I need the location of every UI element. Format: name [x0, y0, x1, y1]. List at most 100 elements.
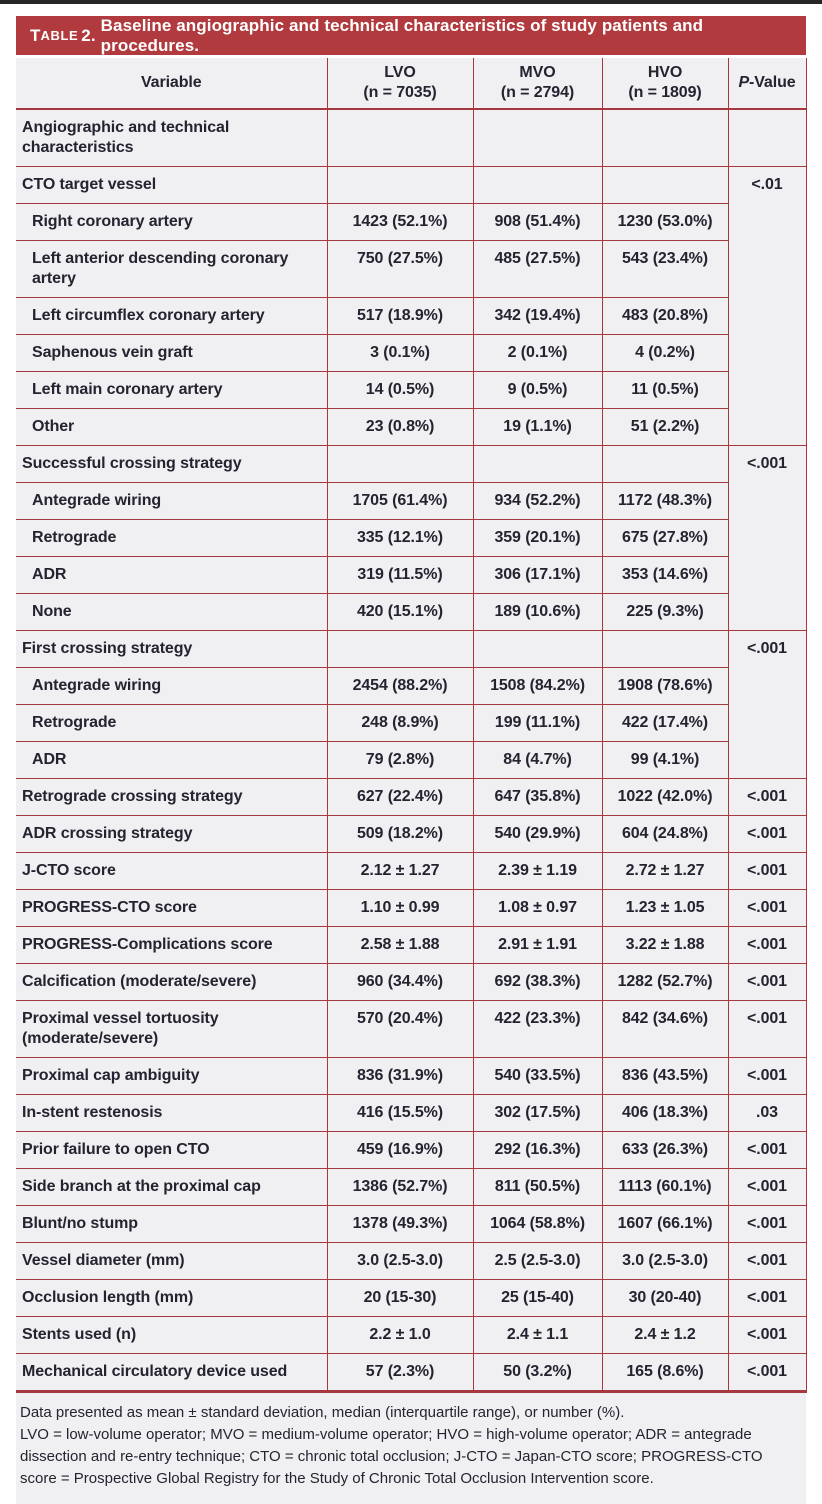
cell-p-value: <.001	[727, 852, 807, 890]
row-label: ADR	[16, 556, 328, 594]
cell-mvo	[472, 166, 603, 204]
cell-mvo: 50 (3.2%)	[472, 1353, 603, 1393]
cell-hvo: 165 (8.6%)	[601, 1353, 729, 1393]
table-row: Angiographic and technical characteristi…	[16, 108, 807, 167]
table-row: Mechanical circulatory device used 57 (2.…	[16, 1353, 807, 1393]
row-label: None	[16, 593, 328, 631]
row-label: Side branch at the proximal cap	[16, 1168, 328, 1206]
row-label: Stents used (n)	[16, 1316, 328, 1354]
cell-hvo	[601, 630, 729, 668]
row-label: Occlusion length (mm)	[16, 1279, 328, 1317]
table-row: Stents used (n) 2.2 ± 1.0 2.4 ± 1.1 2.4 ± 1…	[16, 1316, 807, 1354]
table-2-container: T ABLE 2. Baseline angiographic and technic…	[16, 16, 807, 1504]
cell-hvo: 1607 (66.1%)	[601, 1205, 729, 1243]
cell-p-value: <.001	[727, 1279, 807, 1317]
row-label: Other	[16, 408, 328, 446]
row-label: Angiographic and technical characteristi…	[16, 108, 328, 167]
cell-hvo: 406 (18.3%)	[601, 1094, 729, 1132]
table-row: Retrograde 248 (8.9%) 199 (11.1%) 422 (17.4…	[16, 704, 806, 742]
table-row: In-stent restenosis 416 (15.5%) 302 (17.5%…	[16, 1094, 807, 1132]
cell-mvo: 2.5 (2.5-3.0)	[472, 1242, 603, 1280]
table-number: 2.	[81, 25, 96, 45]
column-header-lvo: LVO (n = 7035)	[326, 58, 474, 110]
cell-lvo: 23 (0.8%)	[326, 408, 474, 446]
cell-lvo: 960 (34.4%)	[326, 963, 474, 1001]
cell-mvo: 422 (23.3%)	[472, 1000, 603, 1058]
cell-hvo: 842 (34.6%)	[601, 1000, 729, 1058]
lvo-sample-size: (n = 7035)	[363, 84, 437, 101]
column-header-variable: Variable	[16, 58, 328, 110]
cell-lvo	[326, 445, 474, 483]
cell-hvo: 1230 (53.0%)	[601, 203, 729, 241]
row-label: Successful crossing strategy	[16, 445, 328, 483]
cell-mvo: 540 (29.9%)	[472, 815, 603, 853]
lvo-group-label: LVO	[384, 64, 416, 81]
cell-lvo: 3 (0.1%)	[326, 334, 474, 372]
row-label: Blunt/no stump	[16, 1205, 328, 1243]
cell-lvo: 1.10 ± 0.99	[326, 889, 474, 927]
cell-hvo: 30 (20-40)	[601, 1279, 729, 1317]
baseline-characteristics-table: Variable LVO (n = 7035) MVO (n = 2794) H…	[16, 58, 807, 1393]
cell-mvo: 934 (52.2%)	[472, 482, 603, 520]
cell-lvo: 627 (22.4%)	[326, 778, 474, 816]
cell-mvo: 908 (51.4%)	[472, 203, 603, 241]
column-header-row: Variable LVO (n = 7035) MVO (n = 2794) H…	[16, 58, 807, 110]
cell-hvo: 1282 (52.7%)	[601, 963, 729, 1001]
cell-hvo: 225 (9.3%)	[601, 593, 729, 631]
row-label: CTO target vessel	[16, 166, 328, 204]
cell-p-value: <.001	[727, 926, 807, 964]
table-title-banner: T ABLE 2. Baseline angiographic and technic…	[16, 16, 806, 55]
row-label: PROGRESS-Complications score	[16, 926, 328, 964]
cell-mvo: 2.39 ± 1.19	[472, 852, 603, 890]
cell-mvo: 485 (27.5%)	[472, 240, 603, 298]
cell-mvo: 342 (19.4%)	[472, 297, 603, 335]
table-row: CTO target vessel <.01	[16, 166, 807, 446]
cell-p-value: .03	[727, 1094, 807, 1132]
row-label: First crossing strategy	[16, 630, 328, 668]
row-label: Left anterior descending coronary artery	[16, 240, 328, 298]
cell-mvo	[472, 630, 603, 668]
cell-hvo: 422 (17.4%)	[601, 704, 729, 742]
cell-lvo: 1705 (61.4%)	[326, 482, 474, 520]
footnote-data-presentation: Data presented as mean ± standard deviat…	[20, 1404, 625, 1421]
cell-hvo: 675 (27.8%)	[601, 519, 729, 557]
cell-mvo: 1064 (58.8%)	[472, 1205, 603, 1243]
cell-lvo: 57 (2.3%)	[326, 1353, 474, 1393]
row-label: Prior failure to open CTO	[16, 1131, 328, 1169]
cell-lvo: 3.0 (2.5-3.0)	[326, 1242, 474, 1280]
table-row: Prior failure to open CTO 459 (16.9%) 292 …	[16, 1131, 807, 1169]
cell-hvo: 1022 (42.0%)	[601, 778, 729, 816]
table-label-initial: T	[30, 25, 41, 45]
cell-hvo: 483 (20.8%)	[601, 297, 729, 335]
cell-mvo	[472, 108, 603, 167]
table-row: Antegrade wiring 2454 (88.2%) 1508 (84.2%)…	[16, 667, 806, 705]
table-row: Calcification (moderate/severe) 960 (34.4…	[16, 963, 807, 1001]
cell-lvo: 1386 (52.7%)	[326, 1168, 474, 1206]
row-label: ADR	[16, 741, 328, 779]
cell-hvo: 3.22 ± 1.88	[601, 926, 729, 964]
cell-lvo	[326, 108, 474, 167]
row-label: Retrograde	[16, 704, 328, 742]
cell-hvo: 51 (2.2%)	[601, 408, 729, 446]
cell-mvo: 189 (10.6%)	[472, 593, 603, 631]
table-row: Saphenous vein graft 3 (0.1%) 2 (0.1%) 4 (0…	[16, 334, 806, 372]
row-label: Retrograde	[16, 519, 328, 557]
cell-lvo: 335 (12.1%)	[326, 519, 474, 557]
cell-mvo: 359 (20.1%)	[472, 519, 603, 557]
column-header-hvo: HVO (n = 1809)	[601, 58, 729, 110]
cell-hvo: 1113 (60.1%)	[601, 1168, 729, 1206]
row-label: J-CTO score	[16, 852, 328, 890]
cell-mvo: 692 (38.3%)	[472, 963, 603, 1001]
cell-hvo: 4 (0.2%)	[601, 334, 729, 372]
row-label: Calcification (moderate/severe)	[16, 963, 328, 1001]
row-label: Retrograde crossing strategy	[16, 778, 328, 816]
table-row: Proximal cap ambiguity 836 (31.9%) 540 (33…	[16, 1057, 807, 1095]
row-label: Left main coronary artery	[16, 371, 328, 409]
cell-mvo: 1508 (84.2%)	[472, 667, 603, 705]
row-label: PROGRESS-CTO score	[16, 889, 328, 927]
table-row: Left anterior descending coronary artery…	[16, 240, 806, 298]
mvo-sample-size: (n = 2794)	[500, 84, 575, 101]
cell-lvo	[326, 166, 474, 204]
p-value-italic-p: P	[738, 74, 750, 91]
table-row: Left main coronary artery 14 (0.5%) 9 (0.5…	[16, 371, 806, 409]
